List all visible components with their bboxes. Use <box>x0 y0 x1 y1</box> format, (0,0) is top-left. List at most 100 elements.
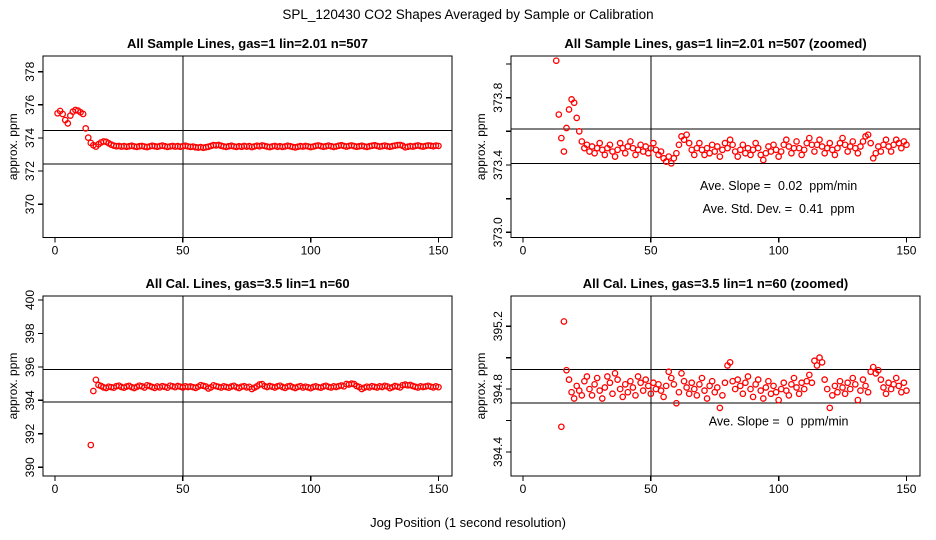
stat-annotation: Ave. Std. Dev. = 0.41 ppm <box>703 202 855 216</box>
data-point <box>869 363 877 371</box>
data-point <box>739 141 747 149</box>
data-point <box>560 148 568 155</box>
x-tick-label: 0 <box>520 482 527 496</box>
y-tick-label: 395.2 <box>491 311 505 341</box>
data-point <box>644 149 652 157</box>
x-tick-label: 100 <box>301 244 321 258</box>
data-point <box>558 134 565 142</box>
data-point <box>762 384 770 391</box>
data-point <box>849 374 857 382</box>
data-point <box>435 383 442 391</box>
data-point <box>432 142 440 149</box>
data-point <box>619 393 627 401</box>
data-point <box>713 384 721 391</box>
data-point <box>721 139 729 147</box>
data-point <box>606 379 614 387</box>
data-point <box>857 387 864 394</box>
data-point <box>805 134 813 142</box>
data-point <box>644 382 652 390</box>
data-point <box>859 376 867 383</box>
data-point <box>759 395 767 402</box>
panel-title-sample-zoom: All Sample Lines, gas=1 lin=2.01 n=507 (… <box>564 36 866 51</box>
data-point <box>79 110 87 118</box>
data-point <box>854 149 862 157</box>
data-point <box>790 374 798 382</box>
data-point <box>823 385 831 393</box>
data-point <box>877 148 885 155</box>
data-point <box>596 387 604 394</box>
data-point <box>813 362 821 369</box>
data-point <box>770 141 777 149</box>
x-tick-label: 150 <box>428 244 448 258</box>
data-point <box>846 385 854 393</box>
y-tick-label: 396 <box>23 357 37 377</box>
panel-title-sample-full: All Sample Lines, gas=1 lin=2.01 n=507 <box>127 36 368 51</box>
y-tick-label: 370 <box>23 194 37 214</box>
data-point <box>698 374 706 382</box>
y-tick-label: 376 <box>23 95 37 115</box>
data-point <box>627 377 634 385</box>
data-point <box>754 376 762 383</box>
data-point <box>660 393 667 401</box>
data-point <box>647 390 655 398</box>
data-point <box>604 373 611 380</box>
data-point <box>616 139 624 147</box>
data-point <box>826 139 834 147</box>
data-point <box>586 385 593 393</box>
data-point <box>611 369 619 377</box>
data-point <box>642 376 650 383</box>
data-point <box>877 376 885 383</box>
data-point <box>627 138 634 145</box>
data-point <box>798 151 805 159</box>
data-point <box>92 376 100 384</box>
panel-cal-full: 390 392 394 396 398 400 0 50 100 150 approx. ppm <box>6 290 453 496</box>
x-tick-label: 150 <box>428 482 448 496</box>
data-point <box>90 387 97 395</box>
plot-box <box>42 55 453 239</box>
data-point <box>826 404 834 412</box>
data-point <box>690 385 698 393</box>
data-point <box>785 392 793 399</box>
panel-title-cal-zoom: All Cal. Lines, gas=3.5 lin=1 n=60 (zoom… <box>583 276 849 291</box>
data-point <box>793 138 800 145</box>
data-point <box>892 374 900 382</box>
data-point <box>828 392 836 399</box>
data-point <box>849 138 857 145</box>
data-point <box>775 153 782 160</box>
data-point <box>716 153 724 160</box>
x-tick-label: 150 <box>896 482 916 496</box>
data-point <box>734 153 742 160</box>
x-axis-label: Jog Position (1 second resolution) <box>370 515 566 530</box>
data-point <box>655 380 662 388</box>
data-point <box>788 149 795 157</box>
data-point <box>348 380 355 388</box>
data-point <box>573 114 581 122</box>
data-points <box>87 376 442 449</box>
data-point <box>693 392 701 399</box>
x-tick-label: 100 <box>769 482 789 496</box>
data-point <box>736 146 744 154</box>
data-point <box>857 143 864 150</box>
data-point <box>854 396 862 404</box>
data-point <box>716 404 724 412</box>
y-axis-label: approx. ppm <box>6 353 20 420</box>
data-point <box>568 388 575 396</box>
data-point <box>558 423 565 431</box>
data-point <box>82 125 90 132</box>
data-point <box>726 358 734 366</box>
data-point <box>882 136 890 144</box>
data-point <box>864 131 872 139</box>
y-axis-label: approx. ppm <box>474 353 488 420</box>
data-point <box>742 379 749 387</box>
data-point <box>734 376 742 383</box>
data-point <box>570 99 578 107</box>
data-point <box>752 139 759 147</box>
data-point <box>834 144 841 152</box>
y-tick-label: 372 <box>23 161 37 181</box>
data-point <box>862 382 869 390</box>
data-point <box>552 57 560 65</box>
data-point <box>611 153 619 160</box>
